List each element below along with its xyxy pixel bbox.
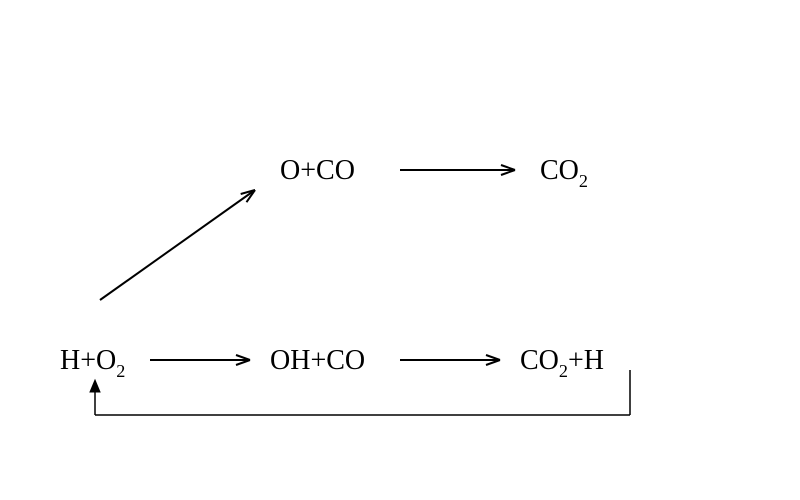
reaction-diagram: O+CO CO2 H+O2 OH+CO CO2+H — [0, 0, 800, 500]
edges-layer — [0, 0, 800, 500]
node-n_top_oco: O+CO — [280, 155, 355, 187]
node-n_top_co2: CO2 — [540, 155, 588, 191]
subscript: 2 — [559, 361, 568, 381]
node-n_bot_co2h: CO2+H — [520, 345, 604, 381]
node-n_bot_ho2: H+O2 — [60, 345, 125, 381]
node-n_bot_ohco: OH+CO — [270, 345, 365, 377]
subscript: 2 — [116, 361, 125, 381]
subscript: 2 — [579, 171, 588, 191]
